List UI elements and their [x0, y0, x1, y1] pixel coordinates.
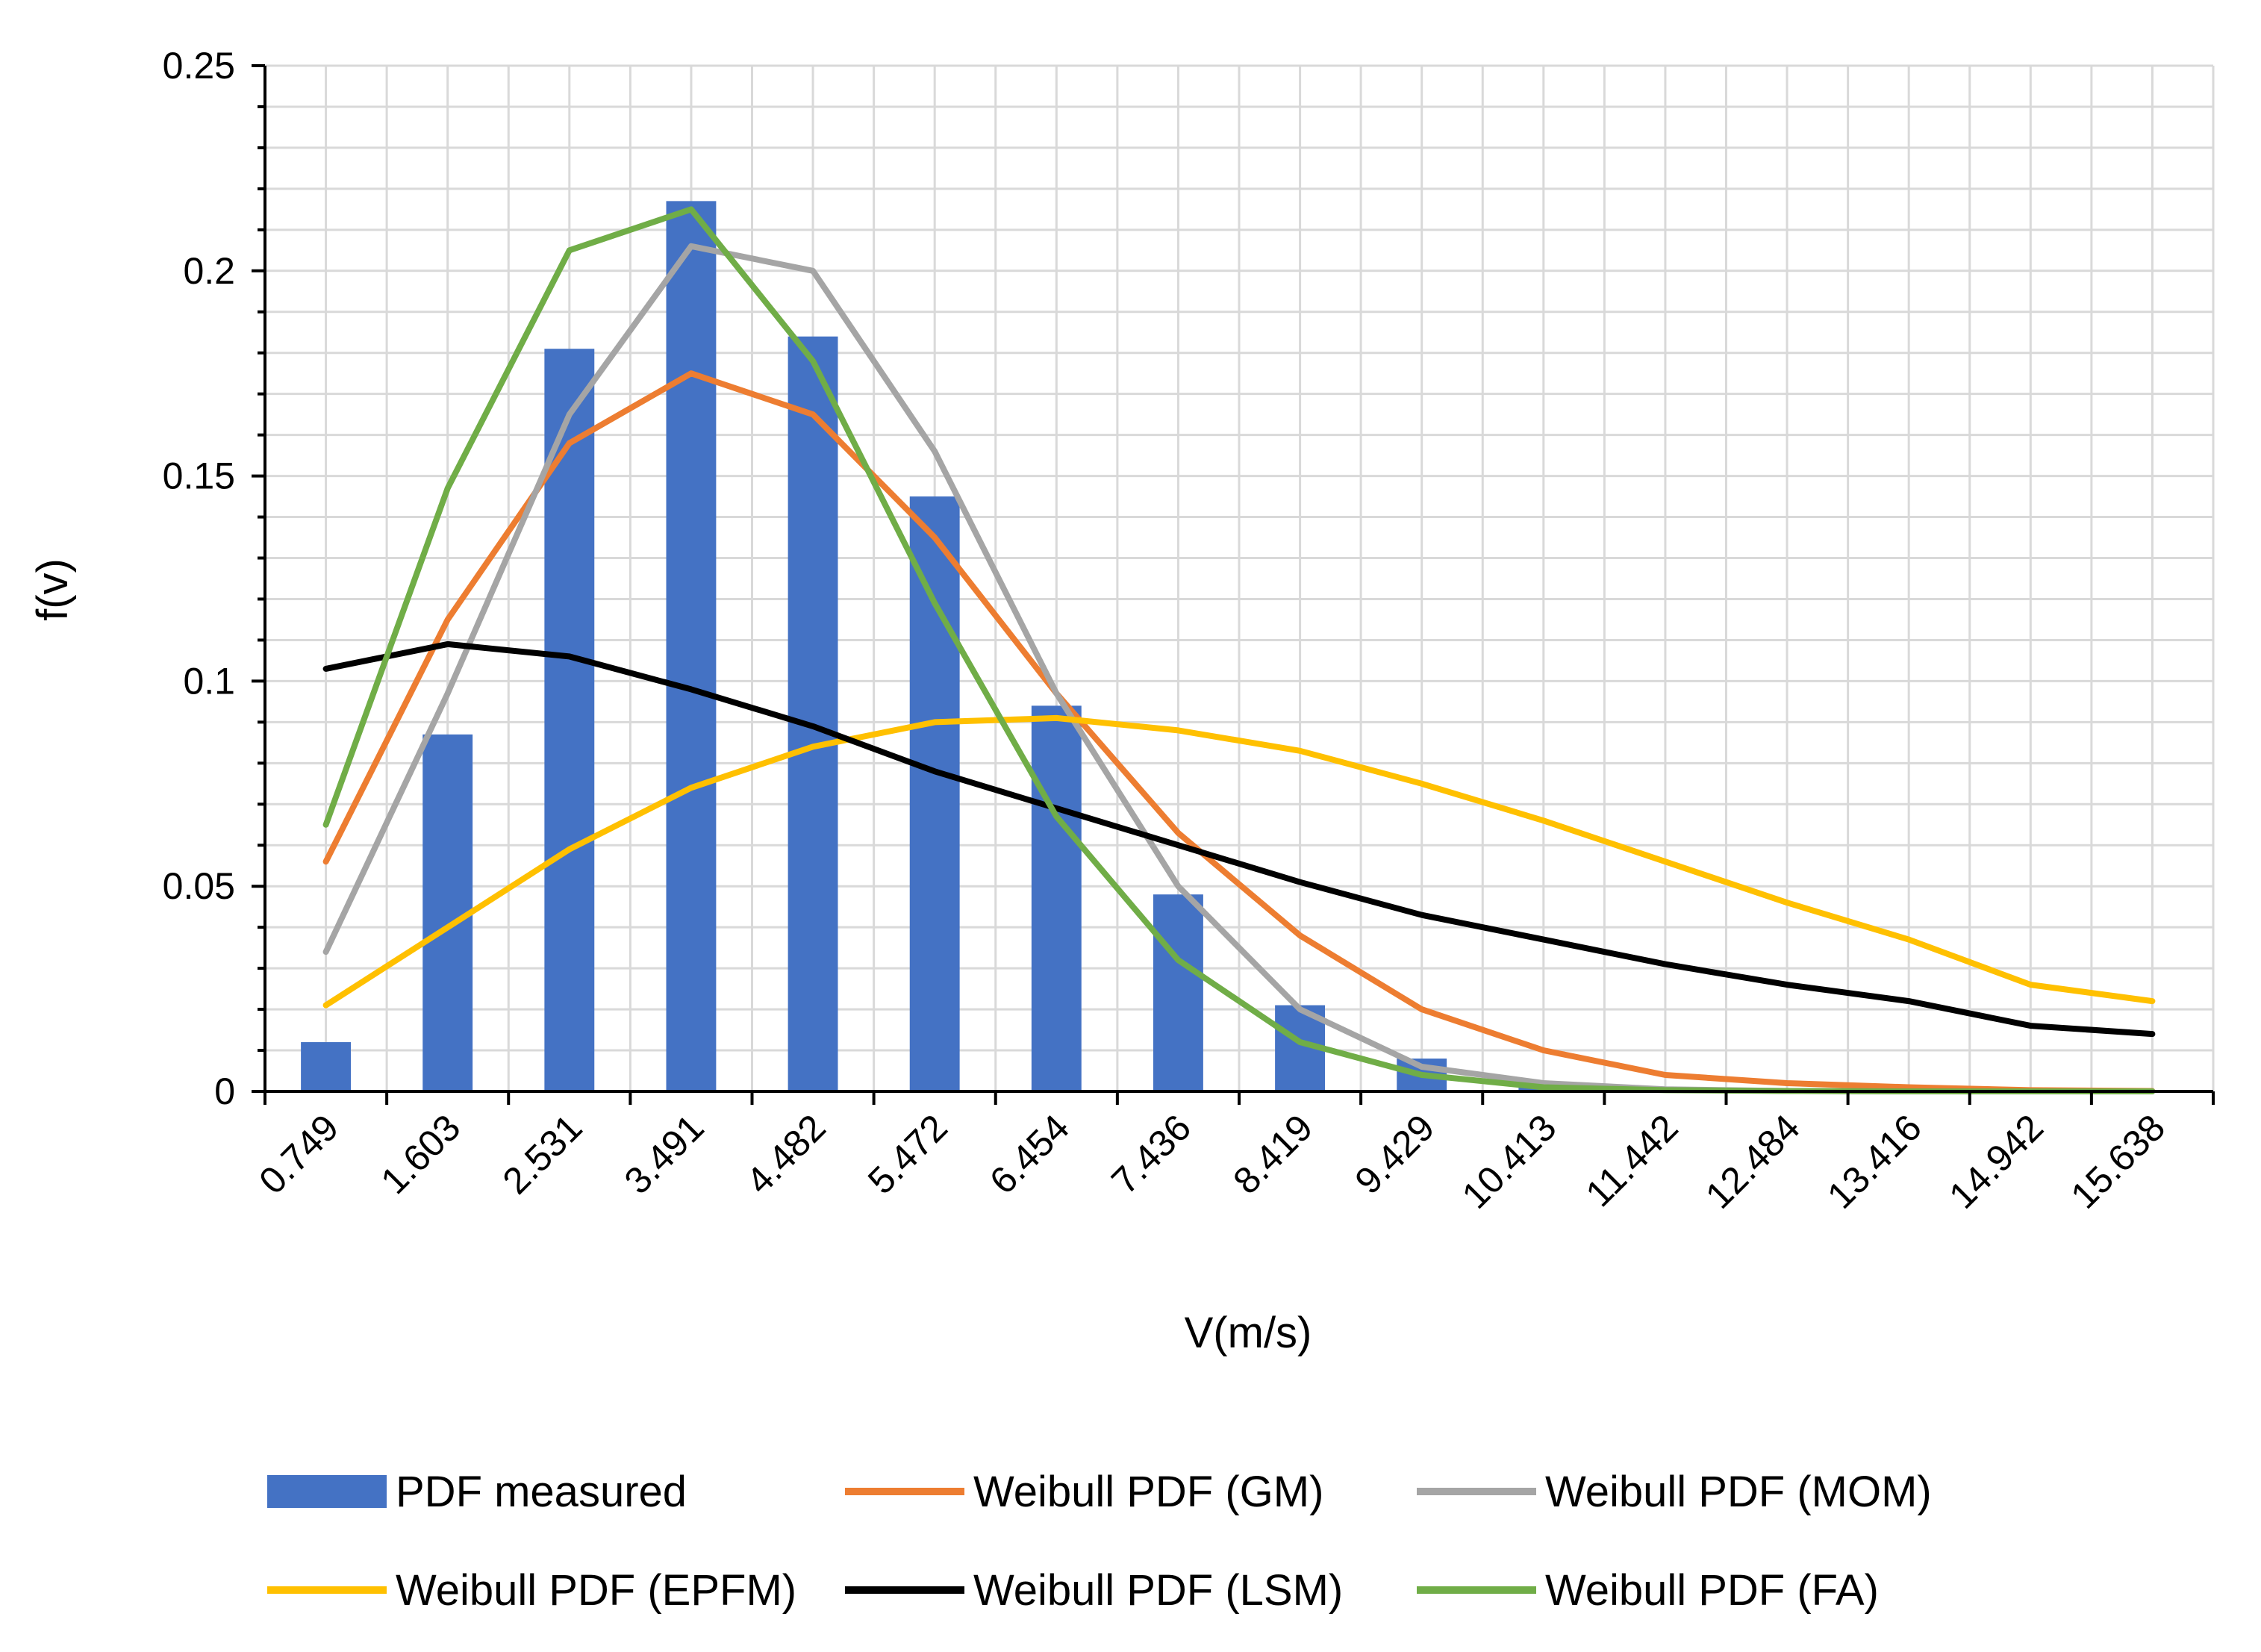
y-tick-label: 0	[214, 1070, 235, 1112]
legend-swatch	[267, 1475, 387, 1508]
y-axis-title: f(v)	[28, 558, 77, 621]
bar	[666, 201, 717, 1091]
legend-label: Weibull PDF (EPFM)	[396, 1566, 796, 1615]
bar	[544, 349, 595, 1091]
legend-label: Weibull PDF (LSM)	[973, 1566, 1343, 1615]
legend-label: Weibull PDF (GM)	[973, 1468, 1323, 1516]
bar	[1153, 894, 1203, 1091]
series-line	[322, 714, 2156, 1009]
y-tick-label: 0.05	[163, 865, 235, 907]
bar	[788, 336, 838, 1092]
axes	[252, 64, 2215, 1105]
y-tick-label: 0.15	[163, 455, 235, 497]
bar	[301, 1042, 352, 1091]
bar	[1031, 705, 1082, 1091]
y-tick-label: 0.2	[183, 250, 235, 292]
bar	[909, 496, 960, 1091]
bar	[422, 734, 473, 1091]
legend: PDF measured Weibull PDF (GM) Weibull PDF …	[267, 1468, 1932, 1615]
legend-label: Weibull PDF (MOM)	[1545, 1468, 1932, 1516]
x-axis-title: V(m/s)	[1185, 1309, 1312, 1357]
legend-label: Weibull PDF (FA)	[1545, 1566, 1879, 1615]
series-line	[322, 640, 2156, 1038]
bar-series	[301, 201, 2177, 1092]
series-line	[322, 370, 2156, 1094]
y-tick-label: 0.1	[183, 660, 235, 702]
y-tick-label: 0.25	[163, 45, 235, 87]
legend-label: PDF measured	[396, 1468, 687, 1516]
y-tick-labels: 0 0.05 0.1 0.15 0.2 0.25	[163, 45, 235, 1112]
